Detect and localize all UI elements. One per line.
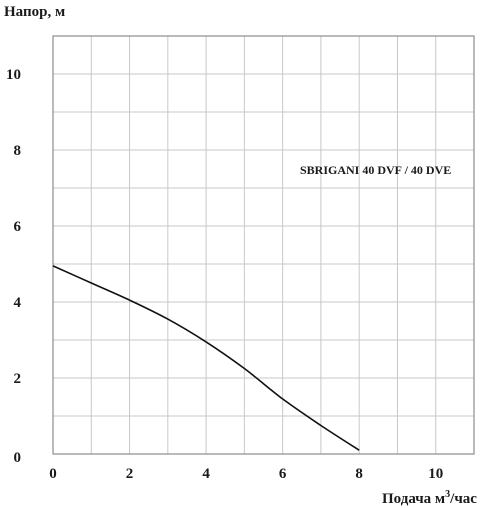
- x-tick-labels: 0 2 4 6 8 10: [49, 466, 443, 482]
- y-tick-label: 8: [14, 143, 22, 159]
- x-tick-label: 2: [126, 466, 134, 482]
- y-tick-label: 2: [14, 371, 22, 387]
- y-axis-title: Напор, м: [4, 4, 65, 20]
- x-axis-title-sup: 3: [445, 489, 450, 500]
- x-axis-title-suffix: /час: [449, 491, 477, 507]
- y-tick-label: 4: [14, 295, 22, 311]
- x-tick-label: 8: [355, 466, 363, 482]
- x-tick-label: 4: [202, 466, 210, 482]
- x-tick-label: 0: [49, 466, 57, 482]
- pump-curve-line: [52, 265, 360, 451]
- y-tick-label: 6: [14, 219, 22, 235]
- grid: [53, 36, 474, 454]
- y-tick-label: 10: [6, 67, 21, 83]
- y-tick-labels: 0 2 4 6 8 10: [6, 67, 22, 466]
- model-annotation: SBRIGANI 40 DVF / 40 DVE: [300, 163, 451, 177]
- x-tick-label: 6: [279, 466, 287, 482]
- plot-frame: [52, 35, 475, 455]
- x-axis-title: Подача м3/час: [382, 489, 477, 507]
- x-axis-title-prefix: Подача м: [382, 491, 445, 507]
- x-tick-label: 10: [428, 466, 443, 482]
- y-tick-label: 0: [14, 450, 22, 466]
